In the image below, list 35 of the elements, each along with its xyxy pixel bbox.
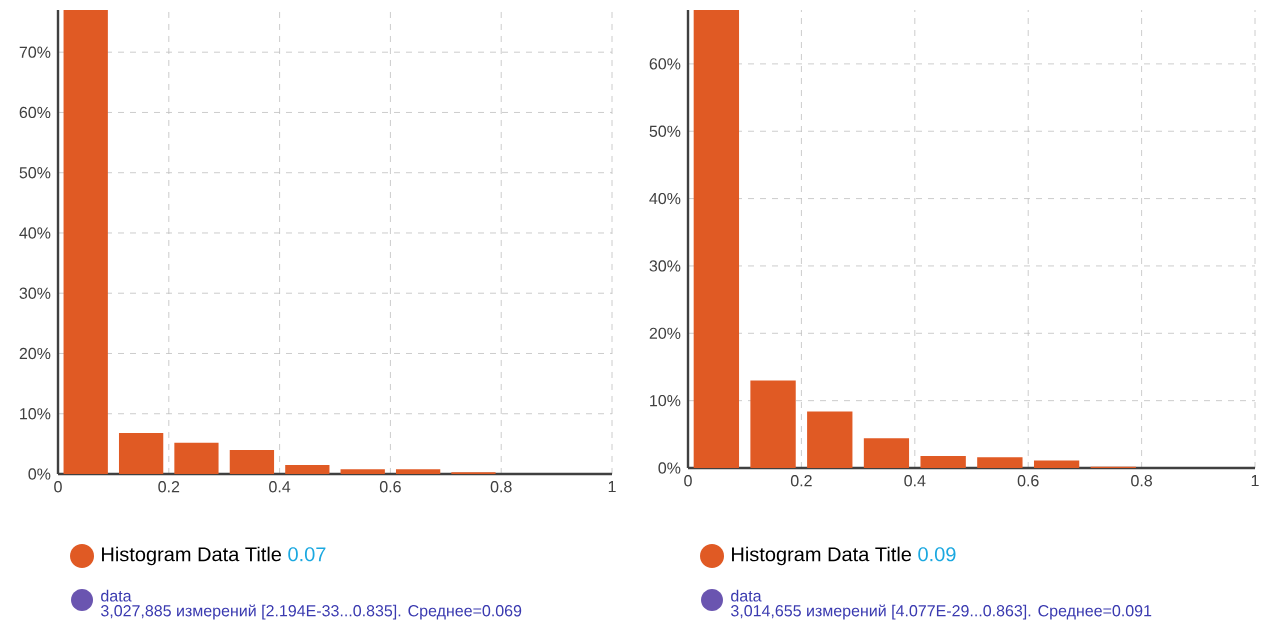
y-tick-label: 70% [19,46,51,58]
y-tick-label: 0% [28,468,51,480]
x-tick-label: 0.6 [379,481,401,493]
text: data [101,589,132,602]
y-tick-label: 20% [649,327,681,339]
text: 0.07 [288,547,326,562]
y-tick-label: 30% [19,287,51,299]
x-tick-label: 0.2 [790,475,812,487]
y-tick-label: 60% [649,58,681,70]
y-tick-label: 10% [650,394,681,407]
legend-label: Histogram Data Title [102,546,282,566]
x-tick-label: 1 [1251,475,1259,487]
y-tick-label: 40% [649,192,681,205]
y-tick-label: 60% [19,106,51,119]
x-tick-label: 0.6 [1017,475,1039,487]
text: 0.09 [918,547,956,562]
x-tick-label: 0.4 [269,481,291,493]
x-tick-label: 0 [54,481,62,493]
x-tick-label: 0 [684,475,692,487]
x-tick-label: 0.2 [158,481,180,493]
text: 3,014,655 измерений [4.077E-29...0.863]. Среднее=0.091 [731,604,1152,620]
y-tick-label: 30% [649,260,681,272]
x-tick-label: 0.8 [490,481,512,493]
y-tick-label: 40% [19,227,51,239]
x-tick-label: 0.8 [1131,475,1153,487]
y-tick-label: 0% [658,462,681,474]
text: 3,027,885 измерений [2.194E-33...0.835]. Среднее=0.069 [101,604,522,620]
y-tick-label: 20% [19,347,51,360]
x-tick-label: 0.4 [904,475,926,487]
y-tick-label: 50% [649,125,681,137]
legend-label: Histogram Data Title [732,546,912,566]
y-tick-label: 50% [19,167,51,179]
text: data [731,589,762,602]
y-tick-label: 10% [20,408,51,420]
x-tick-label: 1 [608,481,616,493]
